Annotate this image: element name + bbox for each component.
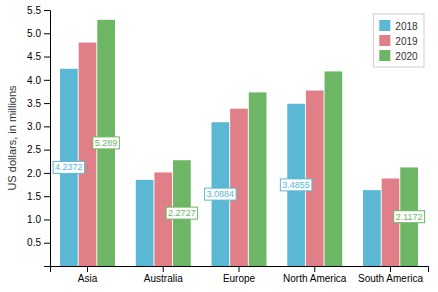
data-label: 3.0884 (205, 188, 237, 200)
y-tick-mark (44, 150, 50, 151)
y-tick-mark (44, 103, 50, 104)
y-tick: 4.0 (27, 75, 50, 86)
data-labels: 4.2372 3.0884 3.4855 5.289 2.2727 2.1172 (53, 137, 424, 223)
y-tick-mark (44, 243, 50, 244)
bar (325, 71, 343, 266)
bar (79, 43, 97, 266)
x-axis: Asia Australia Europe North America South Am… (51, 266, 429, 284)
y-tick-label: 2.5 (27, 144, 41, 155)
x-tick: Australia (144, 266, 183, 284)
data-label: 5.289 (93, 137, 120, 149)
y-tick-label: 4.5 (27, 51, 41, 62)
y-axis-line (44, 11, 51, 267)
legend-swatch (379, 35, 390, 46)
data-label-box (93, 137, 120, 149)
y-tick-mark (44, 57, 50, 58)
x-tick-label: Europe (223, 273, 256, 284)
bar (230, 109, 248, 266)
legend: 2018 2019 2020 (373, 14, 424, 67)
data-label-text: 4.2372 (55, 162, 83, 172)
y-tick: 4.5 (27, 51, 50, 62)
x-tick-mark (163, 266, 164, 272)
y-axis-title: US dollars, in millions (6, 85, 18, 191)
y-tick-label: 5.0 (27, 28, 41, 39)
x-tick-label: North America (283, 273, 347, 284)
chart: 0.5 1.0 1.5 2.0 2.5 3.0 3.5 4.0 4.5 5.0 5.5 Asia Aus… (0, 0, 438, 292)
y-tick: 2.0 (27, 168, 50, 179)
bars (60, 20, 418, 266)
x-tick-mark (314, 266, 315, 272)
y-axis: 0.5 1.0 1.5 2.0 2.5 3.0 3.5 4.0 4.5 5.0 5.5 (27, 5, 50, 267)
data-label: 3.4855 (280, 179, 312, 191)
y-tick-label: 1.0 (27, 214, 41, 225)
y-tick-label: 5.5 (27, 5, 41, 16)
y-tick: 5.5 (27, 5, 50, 16)
bar (249, 92, 267, 266)
y-tick-mark (44, 10, 50, 11)
bar (306, 91, 324, 266)
data-label: 2.1172 (394, 211, 425, 223)
y-tick: 1.5 (27, 191, 50, 202)
legend-item: 2018 (379, 20, 418, 32)
x-tick: South America (358, 266, 423, 284)
bar (136, 180, 154, 266)
y-tick: 0.5 (27, 237, 50, 248)
x-tick-label: Asia (78, 273, 98, 284)
y-tick-label: 3.0 (27, 121, 41, 132)
y-tick: 3.0 (27, 121, 50, 132)
legend-swatch (379, 50, 390, 61)
y-tick: 3.5 (27, 98, 50, 109)
x-tick-mark (87, 266, 88, 272)
y-tick-label: 2.0 (27, 168, 41, 179)
y-tick-mark (44, 173, 50, 174)
data-label-box (205, 188, 237, 200)
data-label-box (166, 207, 198, 219)
data-label-text: 3.0884 (207, 189, 235, 199)
legend-item: 2019 (379, 35, 418, 47)
legend-label: 2019 (395, 36, 418, 47)
data-label-box (394, 211, 425, 223)
y-tick-mark (44, 80, 50, 81)
x-tick-mark (390, 266, 391, 272)
legend-label: 2020 (395, 51, 418, 62)
y-tick-mark (44, 219, 50, 220)
plot: 0.5 1.0 1.5 2.0 2.5 3.0 3.5 4.0 4.5 5.0 5.5 Asia Aus… (27, 5, 428, 284)
y-tick-label: 1.5 (27, 191, 41, 202)
x-tick: Europe (223, 266, 256, 284)
x-tick-mark (239, 266, 240, 272)
y-tick: 5.0 (27, 28, 50, 39)
legend-frame (373, 14, 424, 67)
y-tick: 1.0 (27, 214, 50, 225)
data-label-box (280, 179, 312, 191)
y-tick-mark (44, 33, 50, 34)
y-tick-mark (44, 126, 50, 127)
y-tick-label: 3.5 (27, 98, 41, 109)
x-tick: North America (283, 266, 347, 284)
x-tick-label: South America (358, 273, 423, 284)
y-tick-mark (44, 196, 50, 197)
data-label-text: 3.4855 (282, 180, 310, 190)
y-tick-label: 4.0 (27, 75, 41, 86)
data-label-box (53, 161, 85, 173)
data-label: 4.2372 (53, 161, 85, 173)
x-axis-line (51, 267, 429, 273)
legend-swatch (379, 20, 390, 31)
y-tick: 2.5 (27, 144, 50, 155)
legend-item: 2020 (379, 50, 418, 62)
data-label-text: 2.1172 (396, 212, 423, 222)
x-tick: Asia (78, 266, 98, 284)
data-label: 2.2727 (166, 207, 198, 219)
y-tick-label: 0.5 (27, 237, 41, 248)
bar (363, 190, 381, 266)
legend-label: 2018 (395, 21, 418, 32)
data-label-text: 2.2727 (168, 208, 196, 218)
x-tick-label: Australia (144, 273, 183, 284)
data-label-text: 5.289 (95, 138, 118, 148)
